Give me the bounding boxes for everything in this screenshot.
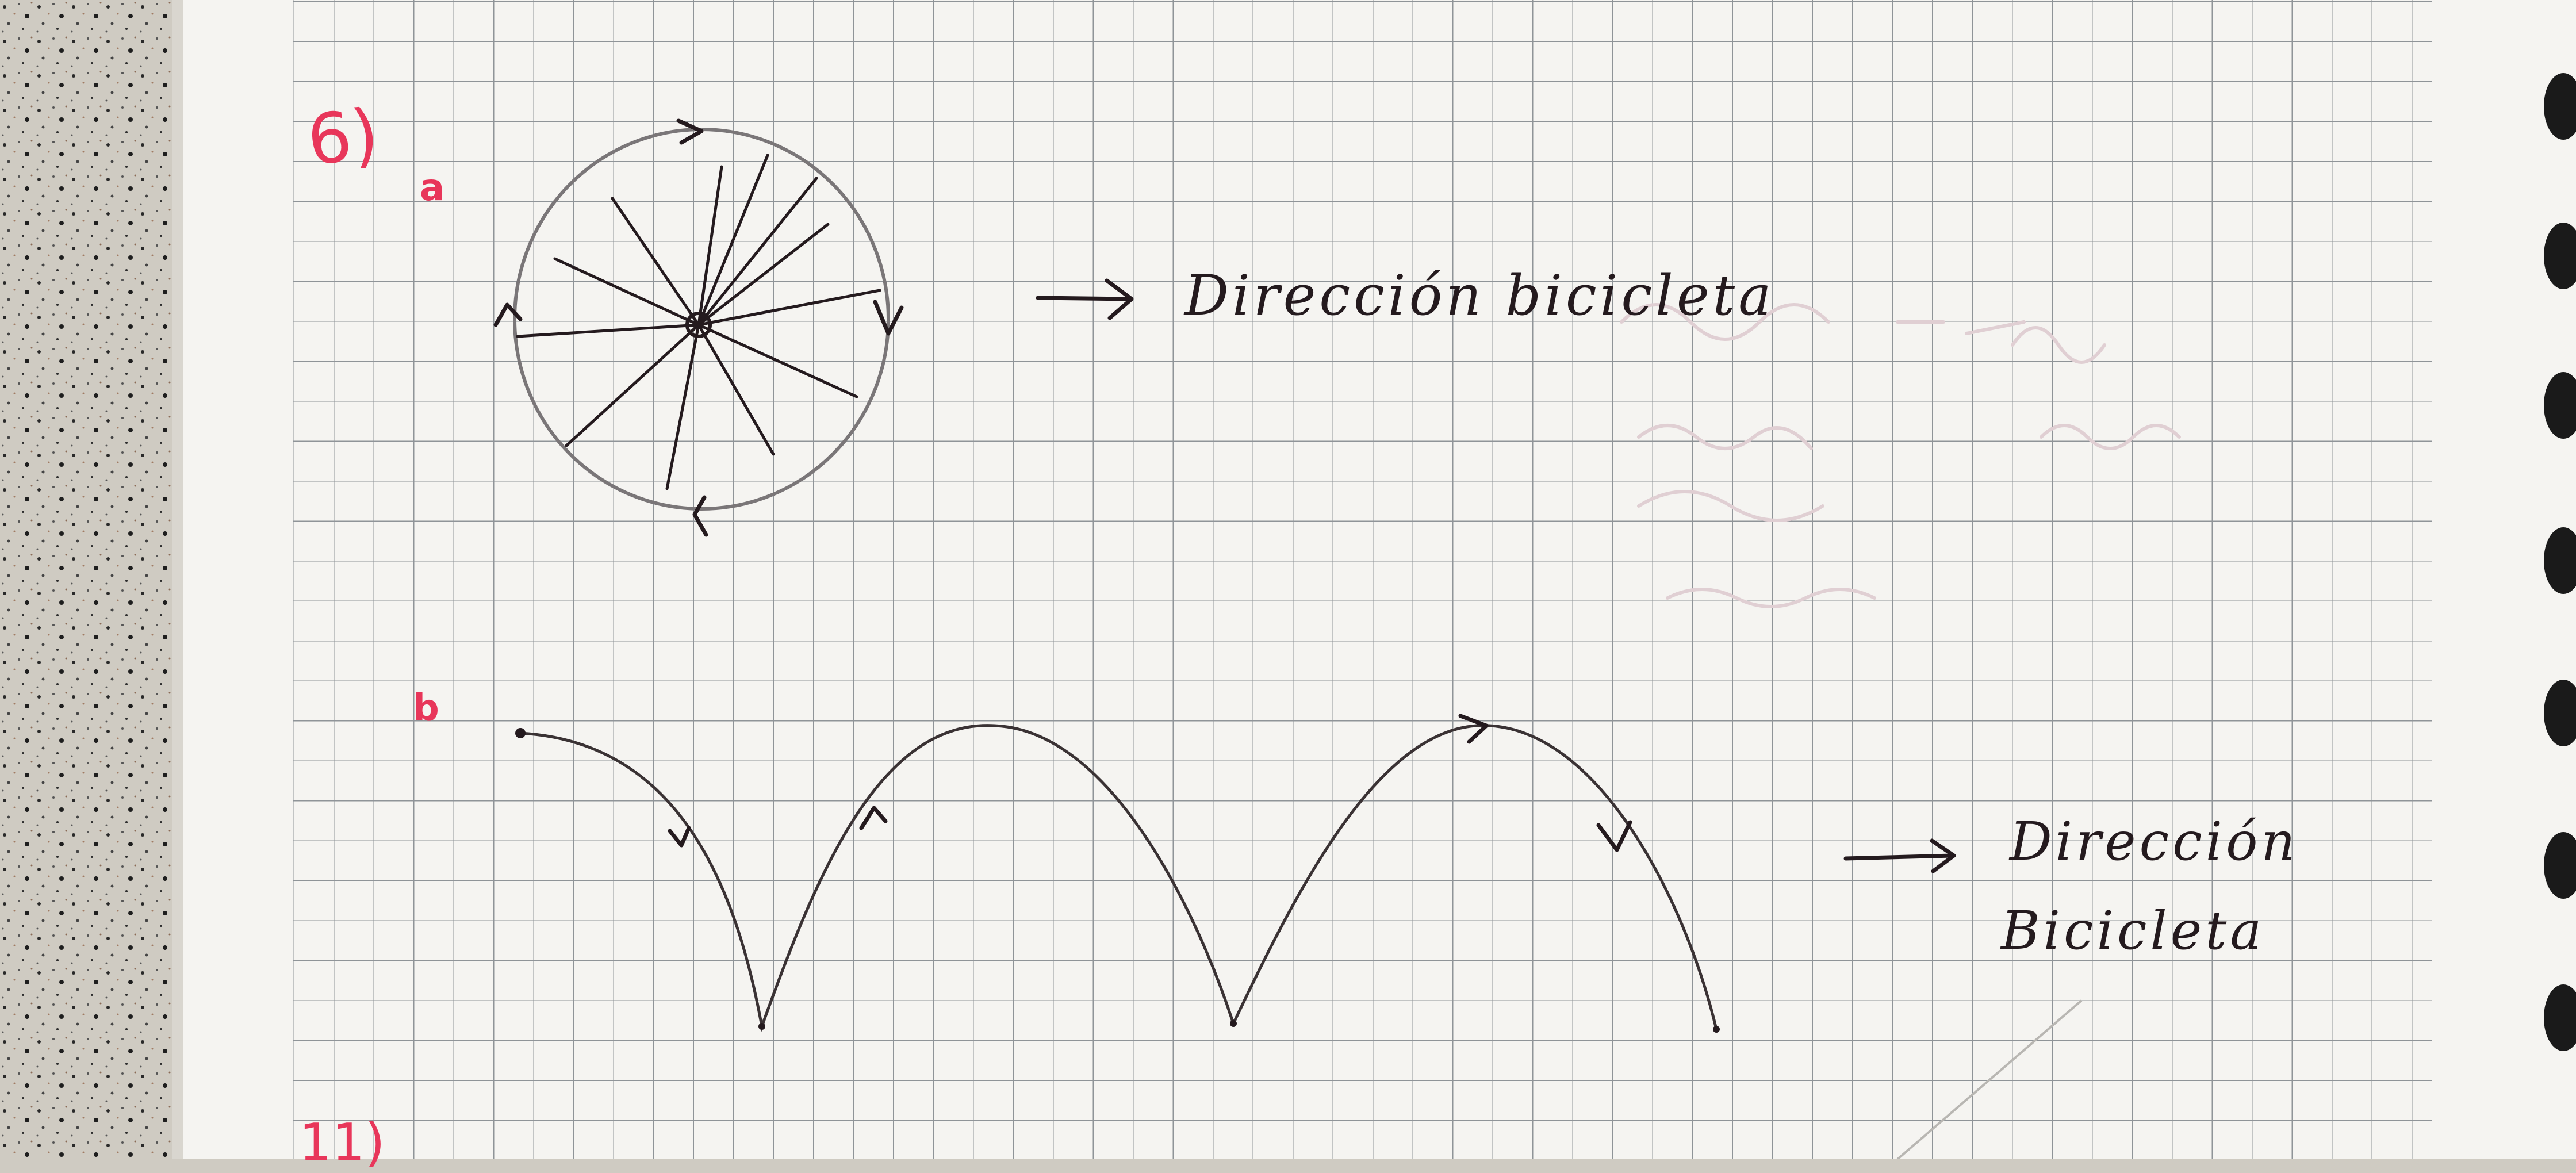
- cycloid-curve: [515, 724, 1720, 1033]
- wheel-rotation-arrows: [493, 118, 904, 537]
- chevron-up-icon: [859, 806, 888, 830]
- cycloid-arrows: [668, 714, 1632, 852]
- bleed-through-marks: [1620, 303, 2181, 608]
- chevron-down-icon: [668, 826, 691, 848]
- exercise-number: 6): [304, 94, 383, 182]
- chevron-right-icon: [676, 118, 704, 145]
- wheel-direction-label: Dirección bicicleta: [1184, 263, 1775, 328]
- chevron-down-icon: [1596, 820, 1632, 852]
- next-exercise-number: 11): [299, 1113, 385, 1173]
- chevron-right-icon: [1458, 714, 1489, 744]
- chevron-up-icon: [493, 302, 523, 327]
- pencil-stroke: [1896, 999, 2083, 1159]
- wheel-spokes: [516, 154, 881, 490]
- spiral-binding: [2544, 73, 2576, 1051]
- wheel-sketch: [493, 118, 904, 537]
- part-b-marker: b: [413, 687, 439, 730]
- curve-direction-label-line2: Bicicleta: [2001, 900, 2266, 961]
- grid-area: [293, 0, 2432, 1159]
- chevron-left-icon: [692, 495, 708, 537]
- curve-direction-label-line1: Dirección: [2010, 811, 2299, 872]
- part-a-marker: a: [420, 167, 445, 209]
- arrow-right-icon: [1843, 838, 1956, 873]
- arrow-right-icon: [1036, 278, 1134, 320]
- chevron-down-icon: [873, 300, 904, 336]
